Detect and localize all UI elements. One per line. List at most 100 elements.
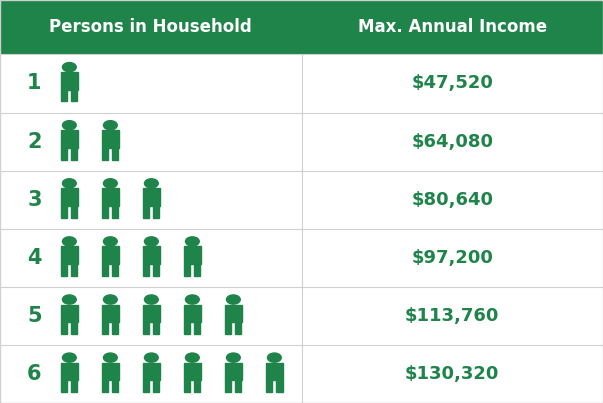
Bar	[183, 305, 201, 322]
Text: Max. Annual Income: Max. Annual Income	[358, 18, 547, 36]
Bar	[101, 188, 119, 206]
Bar	[142, 188, 160, 206]
Bar	[101, 363, 119, 380]
Bar	[62, 264, 68, 276]
Bar	[235, 380, 241, 392]
Circle shape	[63, 353, 76, 362]
Text: $80,640: $80,640	[411, 191, 493, 209]
Bar	[144, 380, 150, 392]
Bar	[226, 322, 232, 334]
Bar	[71, 206, 77, 218]
FancyBboxPatch shape	[0, 229, 603, 287]
Bar	[185, 380, 191, 392]
Circle shape	[268, 353, 281, 362]
Circle shape	[186, 295, 199, 304]
Text: $113,760: $113,760	[405, 307, 499, 325]
Bar	[144, 264, 150, 276]
Bar	[194, 322, 200, 334]
Bar	[142, 305, 160, 322]
Circle shape	[104, 295, 117, 304]
Circle shape	[186, 237, 199, 246]
Bar	[103, 264, 109, 276]
Bar	[194, 380, 200, 392]
Bar	[224, 363, 242, 380]
FancyBboxPatch shape	[0, 170, 603, 229]
Circle shape	[145, 353, 158, 362]
Bar	[103, 148, 109, 160]
Bar	[112, 380, 118, 392]
Bar	[101, 305, 119, 322]
Text: 4: 4	[27, 248, 42, 268]
Bar	[185, 264, 191, 276]
Bar	[226, 380, 232, 392]
Bar	[224, 305, 242, 322]
Bar	[71, 322, 77, 334]
Bar	[101, 130, 119, 148]
Bar	[235, 322, 241, 334]
Bar	[144, 206, 150, 218]
Bar	[71, 90, 77, 102]
Bar	[183, 247, 201, 264]
Bar	[62, 90, 68, 102]
Bar	[71, 264, 77, 276]
Circle shape	[227, 353, 240, 362]
Bar	[60, 305, 78, 322]
Circle shape	[63, 120, 76, 130]
Bar	[142, 363, 160, 380]
Text: $97,200: $97,200	[411, 249, 493, 267]
Bar	[62, 322, 68, 334]
Circle shape	[63, 179, 76, 188]
Bar	[142, 247, 160, 264]
Bar	[112, 264, 118, 276]
Bar	[153, 322, 159, 334]
FancyBboxPatch shape	[0, 287, 603, 345]
Bar	[62, 380, 68, 392]
Circle shape	[186, 353, 199, 362]
Bar	[112, 206, 118, 218]
Bar	[60, 130, 78, 148]
Circle shape	[63, 62, 76, 72]
Bar	[112, 148, 118, 160]
Text: 3: 3	[27, 190, 42, 210]
Bar	[60, 363, 78, 380]
Text: 5: 5	[27, 306, 42, 326]
Circle shape	[145, 237, 158, 246]
Bar	[194, 264, 200, 276]
Text: $64,080: $64,080	[411, 133, 493, 151]
Bar	[112, 322, 118, 334]
Text: $47,520: $47,520	[411, 75, 493, 92]
Circle shape	[104, 120, 117, 130]
Bar	[153, 206, 159, 218]
Text: 6: 6	[27, 364, 42, 384]
Circle shape	[145, 295, 158, 304]
Bar	[60, 188, 78, 206]
Bar	[153, 380, 159, 392]
Circle shape	[104, 237, 117, 246]
Bar	[265, 363, 283, 380]
Bar	[71, 380, 77, 392]
FancyBboxPatch shape	[0, 0, 603, 54]
Circle shape	[145, 179, 158, 188]
Bar	[62, 206, 68, 218]
Bar	[267, 380, 273, 392]
Bar	[153, 264, 159, 276]
Text: $130,320: $130,320	[405, 365, 499, 383]
FancyBboxPatch shape	[0, 112, 603, 170]
Circle shape	[63, 295, 76, 304]
Bar	[103, 206, 109, 218]
Text: Persons in Household: Persons in Household	[49, 18, 252, 36]
Bar	[60, 247, 78, 264]
Circle shape	[104, 179, 117, 188]
Bar	[183, 363, 201, 380]
Bar	[144, 322, 150, 334]
Bar	[101, 247, 119, 264]
Bar	[276, 380, 282, 392]
Bar	[103, 322, 109, 334]
Text: 1: 1	[27, 73, 42, 93]
Bar	[60, 72, 78, 90]
Bar	[103, 380, 109, 392]
Circle shape	[63, 237, 76, 246]
FancyBboxPatch shape	[0, 54, 603, 112]
Circle shape	[227, 295, 240, 304]
Text: 2: 2	[27, 131, 42, 152]
